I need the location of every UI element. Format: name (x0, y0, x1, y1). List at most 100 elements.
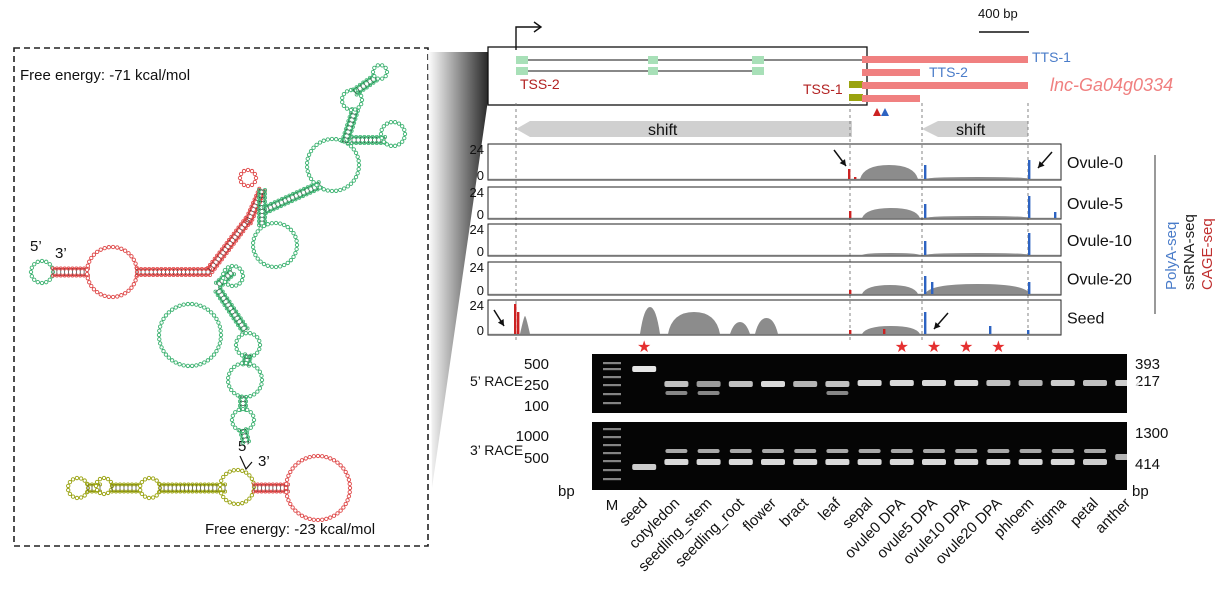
shift-arrow-right (922, 121, 1028, 137)
race5-band (761, 381, 785, 387)
transcript-bar (862, 82, 1028, 89)
race5-marker-393: 393 (1135, 356, 1160, 373)
track-label: Ovule-0 (1067, 155, 1123, 172)
track-label: Ovule-5 (1067, 196, 1123, 213)
five-prime-label-top: 5’ (30, 238, 42, 255)
gene-name: lnc-Ga04g0334 (1050, 75, 1173, 95)
coverage-hill (860, 165, 918, 179)
race3-band-upper (762, 449, 784, 453)
lane-label: stigma (1026, 494, 1070, 538)
race5-band-minor (826, 391, 849, 395)
shift-label-right: shift (956, 122, 986, 139)
polya-peak (924, 241, 927, 255)
gel-3race (592, 422, 1127, 490)
race3-band-upper (794, 449, 817, 453)
legend-cage: CAGE-seq (1199, 218, 1216, 290)
polya-peak (1028, 160, 1031, 179)
gel-unit-right: bp (1132, 483, 1149, 500)
race5-band (664, 381, 689, 387)
race3-marker-500: 500 (524, 450, 549, 467)
race5-band-minor (665, 391, 688, 395)
track-ymax: 24 (470, 260, 484, 275)
coverage-hill (640, 307, 660, 334)
ladder-band (603, 384, 621, 387)
race3-title: 3’ RACE (470, 442, 523, 458)
free-energy-top: Free energy: -71 kcal/mol (20, 67, 190, 84)
race3-band (922, 459, 946, 465)
ladder-band (603, 460, 621, 463)
race3-marker-414: 414 (1135, 456, 1160, 473)
exon (516, 67, 528, 75)
exon (648, 56, 658, 64)
panel-frame (13, 47, 429, 547)
polya-peak (1027, 330, 1030, 334)
cage-peak (517, 312, 520, 334)
cage-peak (849, 290, 852, 294)
cage-peak (849, 211, 852, 218)
exon (516, 56, 528, 64)
ladder-band (603, 444, 621, 447)
race3-band (1050, 459, 1075, 465)
cage-triangle-icon (873, 108, 881, 116)
race3-band-upper (955, 449, 978, 453)
tts2-label: TTS-2 (929, 64, 968, 80)
race3-band-upper (1019, 449, 1042, 453)
star-icon: ★ (991, 339, 1005, 356)
track-Ovule-0: 24 0 Ovule-0 (470, 142, 1124, 183)
cage-peak (854, 177, 857, 179)
polya-triangle-icon (881, 108, 889, 116)
scale-bar-label: 400 bp (978, 6, 1018, 21)
race-gels: 5’ RACE 3’ RACE 500 250 100 1000 500 393… (470, 339, 1168, 575)
three-prime-label-bottom: 3’ (258, 453, 270, 470)
tss2-label: TSS-2 (520, 76, 560, 92)
transcript-bar (862, 56, 1028, 63)
exon (752, 56, 764, 64)
race5-band (954, 380, 979, 386)
ladder-band (603, 452, 621, 455)
ladder-band (603, 402, 621, 405)
race3-band (664, 459, 689, 465)
race5-band (1115, 380, 1140, 386)
race3-marker-1300: 1300 (1135, 425, 1168, 442)
ladder-band (603, 376, 621, 379)
race5-band (825, 381, 850, 387)
race5-band (632, 366, 657, 372)
tss1-label: TSS-1 (803, 81, 843, 97)
coverage-hill (862, 326, 920, 334)
tss1-marker (849, 94, 863, 101)
legend-ssrna: ssRNA-seq (1181, 214, 1198, 290)
track-label: Seed (1067, 311, 1104, 328)
race3-band-upper (729, 449, 752, 453)
cage-peak (848, 169, 851, 179)
race3-band-upper (1084, 449, 1106, 453)
race3-band-upper (858, 449, 881, 453)
track-ymax: 24 (470, 298, 484, 313)
transcript-bar (862, 69, 920, 76)
ladder-band (603, 478, 621, 481)
coverage-hill (925, 284, 1030, 294)
race3-band (728, 459, 753, 465)
shift-arrow-left (516, 121, 852, 137)
track-ymax: 24 (470, 222, 484, 237)
track-Seed: 24 0 Seed (470, 298, 1105, 338)
rna-structure-panel: Free energy: -71 kcal/mol Free energy: -… (13, 47, 488, 547)
track-label: Ovule-20 (1067, 272, 1132, 289)
star-icon: ★ (895, 339, 909, 356)
ladder-band (603, 368, 621, 371)
polya-peak (1028, 233, 1031, 255)
race3-band (1115, 454, 1140, 460)
race3-band (1083, 459, 1107, 465)
three-prime-label-top: 3’ (55, 245, 67, 262)
race5-band (793, 381, 818, 387)
coverage-hill (862, 208, 920, 218)
race3-band-upper (697, 449, 720, 453)
cage-peak (883, 329, 886, 334)
polya-peak (924, 276, 927, 294)
coverage-hill (925, 216, 1030, 218)
race5-band-minor (697, 391, 720, 395)
free-energy-bottom: Free energy: -23 kcal/mol (205, 521, 375, 538)
race5-band (1018, 380, 1043, 386)
race3-band (986, 459, 1011, 465)
coverage-hill (925, 177, 1030, 179)
